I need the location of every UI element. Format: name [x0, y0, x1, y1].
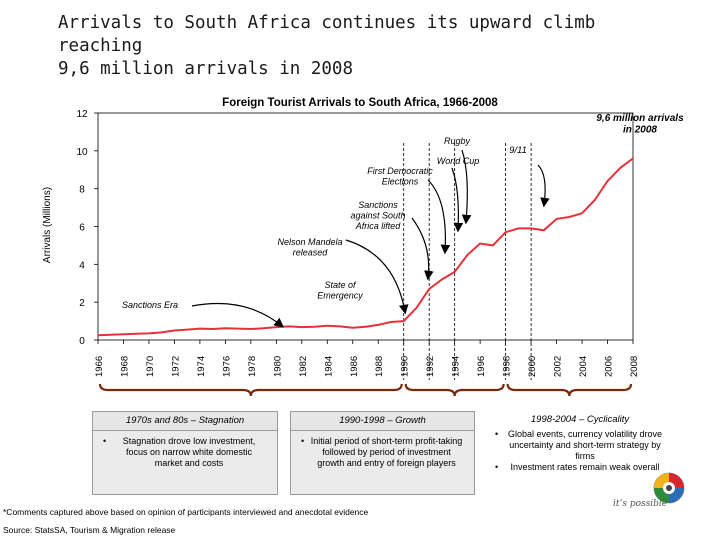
annotation-arrow — [537, 164, 550, 208]
x-tick-label: 1980 — [272, 356, 283, 377]
annotation-arrow — [411, 217, 434, 281]
x-tick-label: 1986 — [349, 356, 360, 377]
source-note: Source: StatsSA, Tourism & Migration rel… — [3, 525, 176, 535]
x-tick-label: 1998 — [502, 356, 513, 377]
x-tick-label: 2008 — [629, 356, 640, 377]
x-tick-label: 1976 — [221, 356, 232, 377]
annotation-label: Nelson Mandela released — [277, 237, 342, 258]
x-tick-label: 1978 — [247, 356, 258, 377]
x-tick-label: 2004 — [578, 356, 589, 377]
y-tick-label: 12 — [76, 109, 88, 120]
x-tick-label: 1984 — [323, 356, 334, 377]
growth-bullet: Initial period of short-term profit-taki… — [301, 436, 464, 469]
annotation-arrow — [461, 149, 472, 225]
annotation-arrow — [191, 302, 284, 328]
x-tick-label: 1974 — [196, 356, 207, 377]
annotation-arrow — [427, 179, 451, 255]
growth-panel-heading: 1990-1998 – Growth — [291, 412, 474, 431]
period-brace — [506, 383, 633, 397]
y-tick-label: 4 — [79, 260, 85, 271]
annotation-label: Sanctions against South Africa lifted — [350, 200, 405, 231]
annotation-label: 9/11 — [509, 145, 527, 156]
x-tick-label: 2000 — [527, 356, 538, 377]
x-tick-label: 1982 — [298, 356, 309, 377]
chart-title: Foreign Tourist Arrivals to South Africa… — [222, 97, 498, 109]
y-tick-label: 10 — [76, 147, 88, 158]
x-tick-label: 1994 — [451, 356, 462, 377]
period-brace — [404, 383, 505, 397]
series-line-arrivals — [97, 157, 634, 337]
annotation-arrow — [345, 239, 409, 315]
y-tick-label: 6 — [79, 223, 85, 234]
stagnation-panel-heading: 1970s and 80s – Stagnation — [93, 412, 277, 431]
y-tick-label: 8 — [79, 185, 85, 196]
y-tick-label: 2 — [79, 298, 85, 309]
y-axis-label: Arrivals (Millions) — [42, 187, 53, 263]
x-tick-label: 1990 — [400, 356, 411, 377]
comments-footnote: *Comments captured above based on opinio… — [3, 507, 369, 517]
annotation-label: Rugby — [444, 136, 471, 146]
slide-title: Arrivals to South Africa continues its u… — [58, 13, 596, 79]
cyclicality-bullet: Investment rates remain weak overall — [495, 462, 667, 473]
cyclicality-heading: 1998-2004 – Cyclicality — [530, 414, 630, 425]
x-tick-label: 1972 — [170, 356, 181, 377]
annotation-label: State of Emergency — [317, 280, 363, 301]
x-tick-label: 1988 — [374, 356, 385, 377]
period-brace — [98, 383, 403, 397]
cyclicality-bullets: Global events, currency volatility drove… — [495, 429, 667, 473]
growth-panel: 1990-1998 – Growth Initial period of sho… — [290, 411, 475, 495]
x-tick-label: 1996 — [476, 356, 487, 377]
stagnation-bullet: Stagnation drove low investment, focus o… — [103, 436, 267, 469]
annotation-label: World Cup — [437, 156, 480, 166]
south-africa-tourism-logo-icon — [653, 472, 685, 504]
x-tick-label: 1968 — [119, 356, 130, 377]
x-tick-label: 2002 — [553, 356, 564, 377]
annotation-arrow — [451, 167, 464, 233]
x-tick-label: 2006 — [604, 356, 615, 377]
tagline: it’s possible — [613, 499, 668, 509]
x-tick-label: 1970 — [145, 356, 156, 377]
annotation-label: Sanctions Era — [122, 300, 178, 310]
annotation-label: First Democratic Elections — [367, 166, 433, 187]
x-tick-label: 1992 — [425, 356, 436, 377]
annotation-label: 9,6 million arrivals in 2008 — [596, 113, 684, 136]
y-tick-label: 0 — [79, 336, 85, 347]
cyclicality-bullet: Global events, currency volatility drove… — [495, 429, 667, 462]
stagnation-panel: 1970s and 80s – Stagnation Stagnation dr… — [92, 411, 278, 495]
x-tick-label: 1966 — [94, 356, 105, 377]
